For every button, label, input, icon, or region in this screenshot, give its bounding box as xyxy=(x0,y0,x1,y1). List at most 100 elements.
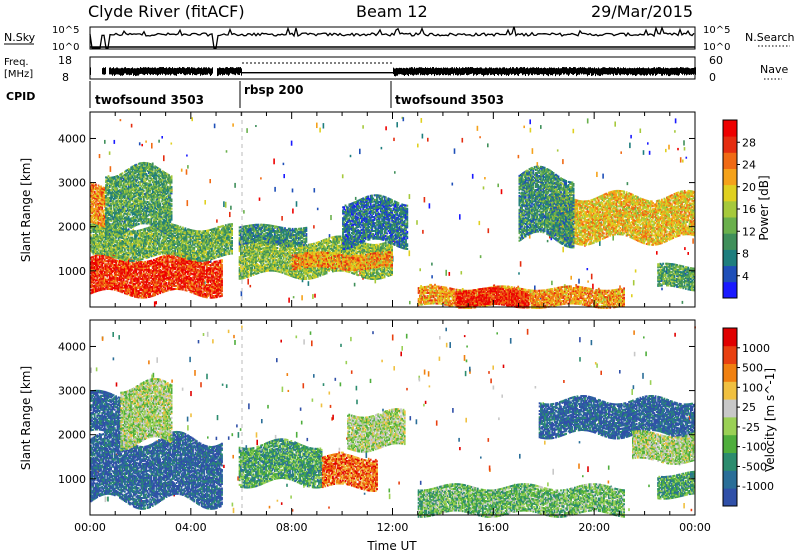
freq-sample xyxy=(169,67,170,74)
echo-cell xyxy=(342,174,344,178)
echo-cell xyxy=(680,157,682,162)
freq-sample xyxy=(477,67,478,75)
freq-sample xyxy=(218,68,219,75)
freq-tick-bottom: 8 xyxy=(62,71,69,84)
freq-sample xyxy=(224,68,225,75)
freq-sample xyxy=(464,68,465,74)
freq-sample xyxy=(355,72,356,73)
freq-sample xyxy=(687,67,688,74)
freq-sample xyxy=(547,68,548,75)
freq-sample xyxy=(111,68,112,74)
freq-sample xyxy=(507,68,508,75)
freq-sample xyxy=(527,67,528,74)
freq-sample xyxy=(304,72,305,73)
freq-sample xyxy=(301,72,302,73)
freq-sample xyxy=(442,68,443,75)
freq-sample xyxy=(511,68,512,74)
echo-cell xyxy=(302,280,304,282)
freq-sample xyxy=(542,68,543,74)
freq-sample xyxy=(561,68,562,74)
echo-cell xyxy=(104,140,106,144)
freq-sample xyxy=(440,68,441,75)
echo-cell xyxy=(246,128,248,133)
freq-sample xyxy=(460,68,461,75)
freq-sample xyxy=(239,67,240,75)
echo-cell xyxy=(462,138,464,143)
freq-sample xyxy=(474,68,475,75)
freq-sample xyxy=(399,68,400,75)
echo-cell xyxy=(186,155,188,157)
echo-cell xyxy=(452,183,454,186)
freq-sample xyxy=(316,72,317,73)
freq-sample xyxy=(595,68,596,76)
echo-cell xyxy=(221,278,223,280)
echo-cell xyxy=(230,206,232,210)
freq-sample xyxy=(508,68,509,76)
freq-sample xyxy=(105,67,106,74)
echo-cell xyxy=(665,149,667,152)
echo-cell xyxy=(216,219,218,222)
echo-cell xyxy=(247,279,249,285)
freq-sample xyxy=(407,68,408,75)
nave-tick-bottom: 0 xyxy=(709,71,716,84)
freq-sample xyxy=(688,68,689,75)
freq-sample xyxy=(164,68,165,74)
echo-cell xyxy=(647,142,649,144)
freq-sample xyxy=(181,68,182,74)
freq-sample xyxy=(689,68,690,75)
freq-sample xyxy=(235,68,236,75)
echo-cell xyxy=(273,159,275,165)
freq-sample xyxy=(261,72,262,73)
freq-sample xyxy=(208,67,209,73)
freq-sample xyxy=(343,72,344,73)
freq-sample xyxy=(694,67,695,73)
echo-cell xyxy=(221,259,223,261)
freq-sample xyxy=(459,67,460,74)
freq-sample xyxy=(283,72,284,73)
freq-sample xyxy=(646,68,647,75)
echo-cell xyxy=(314,188,316,192)
echo-cell xyxy=(362,125,364,128)
freq-sample xyxy=(415,68,416,74)
echo-cell xyxy=(523,126,525,128)
freq-sample xyxy=(609,67,610,74)
freq-sample xyxy=(650,68,651,75)
freq-sample xyxy=(247,72,248,73)
freq-sample xyxy=(601,68,602,75)
freq-sample xyxy=(620,68,621,76)
echo-cell xyxy=(674,130,676,133)
freq-sample xyxy=(435,68,436,74)
freq-sample xyxy=(498,68,499,75)
freq-sample xyxy=(114,68,115,76)
freq-sample xyxy=(165,68,166,76)
freq-sample xyxy=(665,68,666,74)
freq-sample xyxy=(349,72,350,73)
echo-cell xyxy=(480,255,482,258)
freq-sample xyxy=(145,67,146,74)
freq-sample xyxy=(621,68,622,74)
echo-cell xyxy=(323,123,325,128)
echo-cell xyxy=(683,140,685,145)
nsearch-label: N.Search xyxy=(745,31,795,44)
freq-sample xyxy=(288,72,289,73)
freq-sample xyxy=(155,67,156,74)
freq-sample xyxy=(604,67,605,74)
freq-sample xyxy=(482,68,483,75)
echo-cell xyxy=(120,119,122,121)
echo-cell xyxy=(532,148,534,154)
freq-sample xyxy=(187,67,188,74)
freq-sample xyxy=(150,68,151,75)
freq-sample xyxy=(378,72,379,73)
freq-sample xyxy=(330,72,331,73)
freq-sample xyxy=(142,68,143,74)
freq-sample xyxy=(640,68,641,75)
freq-sample xyxy=(209,68,210,75)
echo-cell xyxy=(682,301,684,304)
freq-sample xyxy=(223,68,224,75)
echo-cell xyxy=(232,123,234,126)
echo-cell xyxy=(155,301,157,304)
freq-sample xyxy=(387,72,388,73)
freq-sample xyxy=(445,68,446,76)
freq-sample xyxy=(454,67,455,73)
freq-sample xyxy=(269,72,270,73)
